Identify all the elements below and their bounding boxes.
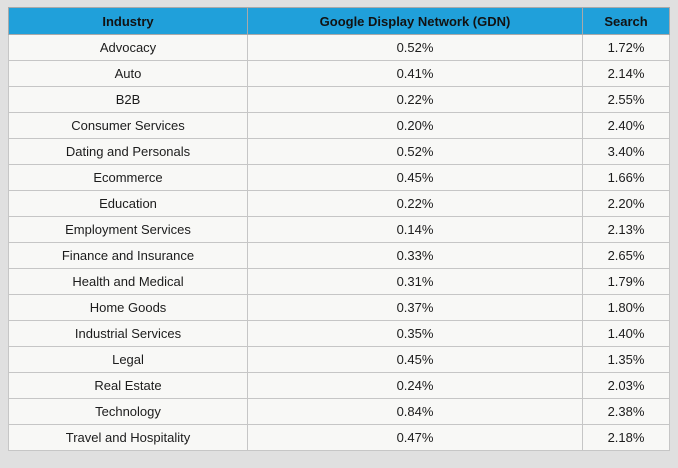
column-header-gdn: Google Display Network (GDN) (247, 7, 583, 35)
search-ctr-cell: 2.18% (582, 424, 670, 451)
table-row: Advocacy 0.52% 1.72% (8, 34, 670, 61)
search-ctr-cell: 1.66% (582, 164, 670, 191)
gdn-ctr-cell: 0.33% (247, 242, 583, 269)
industry-cell: Health and Medical (8, 268, 248, 295)
industry-cell: Auto (8, 60, 248, 87)
industry-cell: Travel and Hospitality (8, 424, 248, 451)
industry-cell: Industrial Services (8, 320, 248, 347)
search-ctr-cell: 2.13% (582, 216, 670, 243)
table-row: Technology 0.84% 2.38% (8, 398, 670, 425)
column-header-industry: Industry (8, 7, 248, 35)
table-row: Travel and Hospitality 0.47% 2.18% (8, 424, 670, 451)
table-row: Ecommerce 0.45% 1.66% (8, 164, 670, 191)
industry-cell: Finance and Insurance (8, 242, 248, 269)
table-row: Dating and Personals 0.52% 3.40% (8, 138, 670, 165)
gdn-ctr-cell: 0.37% (247, 294, 583, 321)
ctr-by-industry-table: Industry Google Display Network (GDN) Se… (8, 7, 670, 451)
industry-cell: B2B (8, 86, 248, 113)
search-ctr-cell: 2.20% (582, 190, 670, 217)
search-ctr-cell: 3.40% (582, 138, 670, 165)
table-row: Real Estate 0.24% 2.03% (8, 372, 670, 399)
industry-cell: Home Goods (8, 294, 248, 321)
table-row: B2B 0.22% 2.55% (8, 86, 670, 113)
gdn-ctr-cell: 0.52% (247, 138, 583, 165)
search-ctr-cell: 2.38% (582, 398, 670, 425)
table-row: Consumer Services 0.20% 2.40% (8, 112, 670, 139)
industry-cell: Dating and Personals (8, 138, 248, 165)
header-row: Industry Google Display Network (GDN) Se… (8, 7, 670, 35)
search-ctr-cell: 1.35% (582, 346, 670, 373)
table-row: Auto 0.41% 2.14% (8, 60, 670, 87)
table-row: Education 0.22% 2.20% (8, 190, 670, 217)
table-row: Health and Medical 0.31% 1.79% (8, 268, 670, 295)
industry-cell: Legal (8, 346, 248, 373)
gdn-ctr-cell: 0.22% (247, 86, 583, 113)
industry-cell: Ecommerce (8, 164, 248, 191)
gdn-ctr-cell: 0.52% (247, 34, 583, 61)
table-header: Industry Google Display Network (GDN) Se… (8, 7, 670, 35)
gdn-ctr-cell: 0.24% (247, 372, 583, 399)
gdn-ctr-cell: 0.35% (247, 320, 583, 347)
gdn-ctr-cell: 0.41% (247, 60, 583, 87)
industry-cell: Real Estate (8, 372, 248, 399)
search-ctr-cell: 1.40% (582, 320, 670, 347)
table-row: Industrial Services 0.35% 1.40% (8, 320, 670, 347)
table-row: Employment Services 0.14% 2.13% (8, 216, 670, 243)
table-row: Finance and Insurance 0.33% 2.65% (8, 242, 670, 269)
column-header-search: Search (582, 7, 670, 35)
gdn-ctr-cell: 0.14% (247, 216, 583, 243)
table-body: Advocacy 0.52% 1.72% Auto 0.41% 2.14% B2B 0.22%… (8, 34, 670, 451)
search-ctr-cell: 2.65% (582, 242, 670, 269)
table-row: Legal 0.45% 1.35% (8, 346, 670, 373)
search-ctr-cell: 1.80% (582, 294, 670, 321)
industry-cell: Education (8, 190, 248, 217)
gdn-ctr-cell: 0.31% (247, 268, 583, 295)
search-ctr-cell: 1.72% (582, 34, 670, 61)
table-row: Home Goods 0.37% 1.80% (8, 294, 670, 321)
search-ctr-cell: 2.03% (582, 372, 670, 399)
search-ctr-cell: 2.14% (582, 60, 670, 87)
gdn-ctr-cell: 0.20% (247, 112, 583, 139)
industry-cell: Advocacy (8, 34, 248, 61)
search-ctr-cell: 1.79% (582, 268, 670, 295)
industry-cell: Technology (8, 398, 248, 425)
search-ctr-cell: 2.55% (582, 86, 670, 113)
industry-cell: Employment Services (8, 216, 248, 243)
gdn-ctr-cell: 0.22% (247, 190, 583, 217)
gdn-ctr-cell: 0.45% (247, 346, 583, 373)
industry-cell: Consumer Services (8, 112, 248, 139)
gdn-ctr-cell: 0.47% (247, 424, 583, 451)
gdn-ctr-cell: 0.45% (247, 164, 583, 191)
search-ctr-cell: 2.40% (582, 112, 670, 139)
gdn-ctr-cell: 0.84% (247, 398, 583, 425)
